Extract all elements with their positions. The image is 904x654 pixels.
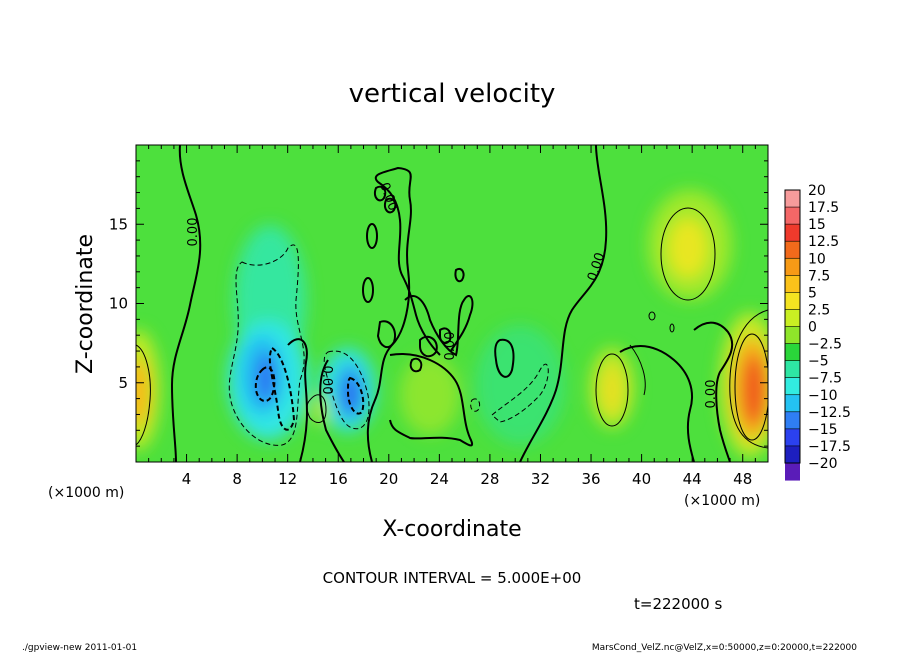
colorbar-swatch xyxy=(785,224,800,242)
contour-5-right xyxy=(595,353,629,427)
x-unit-label-left: (×1000 m) xyxy=(48,485,124,501)
colorbar-tick-label: 17.5 xyxy=(808,200,839,216)
colorbar-swatch xyxy=(785,207,800,225)
colorbar-swatch xyxy=(785,394,800,413)
colorbar-tick-label: −15 xyxy=(808,422,838,438)
x-tick-label: 32 xyxy=(531,470,550,488)
contour-label: 0.00 xyxy=(443,332,458,361)
contour-5-small xyxy=(648,311,656,321)
colorbar-swatch xyxy=(785,326,800,345)
x-tick-label: 36 xyxy=(581,470,600,488)
colorbar-swatch xyxy=(785,292,800,310)
plot-area: 0.00 0.00 0.00 0.00 0.00 0.00 xyxy=(136,145,768,462)
zero-contour-cells xyxy=(376,268,515,378)
zero-contour-small-b xyxy=(362,277,374,303)
contour-lines-negative xyxy=(228,244,549,446)
x-tick-label: 16 xyxy=(329,470,348,488)
colorbar-swatch xyxy=(785,309,800,327)
contour-neg10-mid xyxy=(346,376,365,415)
colorbar-tick-label: −7.5 xyxy=(808,371,842,387)
colorbar-swatch xyxy=(785,343,800,362)
contour-10-right xyxy=(734,333,768,441)
chart-title: vertical velocity xyxy=(349,79,556,109)
contour-neg5-small xyxy=(470,398,481,412)
colorbar-tick-label: 10 xyxy=(808,251,826,267)
x-tick-label: 44 xyxy=(683,470,702,488)
x-tick-label: 40 xyxy=(632,470,651,488)
x-tick-label: 24 xyxy=(430,470,449,488)
y-tick-label: 10 xyxy=(109,295,128,313)
contour-5-small-2 xyxy=(669,323,675,333)
colorbar-tick-label: −20 xyxy=(808,456,838,472)
colorbar-swatch xyxy=(785,360,800,379)
colorbar-tick-label: −5 xyxy=(808,354,829,370)
x-tick-label: 12 xyxy=(278,470,297,488)
colorbar-swatch xyxy=(785,445,800,464)
colorbar-tick-label: 7.5 xyxy=(808,268,830,284)
contour-label: 0.00 xyxy=(704,380,719,409)
colorbar-tick-label: 12.5 xyxy=(808,234,839,250)
contour-neg5-right xyxy=(491,363,549,423)
x-tick-label: 8 xyxy=(232,470,242,488)
colorbar-tick-label: −12.5 xyxy=(808,405,851,421)
contour-neg10-left-a xyxy=(254,366,276,402)
footer-left: ./gpview-new 2011-01-01 xyxy=(22,643,137,653)
contour-label: 0.00 xyxy=(186,218,201,247)
colorbar-swatch xyxy=(785,258,800,276)
contour-interval-text: CONTOUR INTERVAL = 5.000E+00 xyxy=(323,569,582,587)
time-label: t=222000 s xyxy=(634,595,722,613)
contour-5-upper-right xyxy=(660,207,716,301)
colorbar-swatch xyxy=(785,463,800,481)
colorbar-tick-label: 0 xyxy=(808,320,817,336)
colorbar-swatch xyxy=(785,190,800,208)
zero-contour-mid-blob xyxy=(404,295,474,357)
contour-5-x40 xyxy=(629,344,646,396)
zero-contour-left xyxy=(170,145,202,462)
colorbar-tick-label: 20 xyxy=(808,183,826,199)
footer-right: MarsCond_VelZ.nc@VelZ,x=0:50000,z=0:2000… xyxy=(592,643,857,653)
x-tick-label: 48 xyxy=(733,470,752,488)
colorbar-swatch xyxy=(785,377,800,396)
zero-contour-x40 xyxy=(619,345,695,462)
contour-neg5-left xyxy=(228,244,305,446)
contour-lines-neg10 xyxy=(254,346,365,431)
y-axis-ticks: 5 10 15 xyxy=(109,160,768,447)
colorbar-swatch xyxy=(785,428,800,447)
colorbar-tick-label: −17.5 xyxy=(808,439,851,455)
zero-contour-x44 xyxy=(693,321,734,462)
colorbar-tick-label: 2.5 xyxy=(808,302,830,318)
colorbar-swatch xyxy=(785,275,800,293)
y-axis-label: Z-coordinate xyxy=(73,234,98,374)
colorbar-swatch xyxy=(785,411,800,430)
colorbar-tick-label: −10 xyxy=(808,388,838,404)
zero-contour-right xyxy=(519,145,608,462)
x-tick-label: 28 xyxy=(480,470,499,488)
contour-neg5-mid xyxy=(323,350,370,430)
zero-contour-lines xyxy=(170,145,734,462)
zero-contour-mid-lower xyxy=(389,353,474,447)
y-tick-label: 5 xyxy=(118,374,128,392)
contour-neg10-left-b xyxy=(268,346,296,431)
contour-label: 0.00 xyxy=(319,366,334,395)
colorbar-tick-label: −2.5 xyxy=(808,337,842,353)
colorbar-tick-label: 5 xyxy=(808,285,817,301)
zero-contour-mid xyxy=(287,166,441,462)
x-axis-label: X-coordinate xyxy=(382,517,521,542)
y-tick-label: 15 xyxy=(109,215,128,233)
colorbar-swatch xyxy=(785,241,800,259)
x-tick-label: 4 xyxy=(182,470,192,488)
x-axis-ticks: 4 8 12 16 20 24 28 32 36 40 44 48 xyxy=(148,145,756,488)
x-unit-label-right: (×1000 m) xyxy=(684,493,760,509)
x-tick-label: 20 xyxy=(379,470,398,488)
zero-contour-small-c xyxy=(374,185,397,214)
zero-contour-small-a xyxy=(366,223,378,249)
contour-5-left xyxy=(136,344,151,446)
colorbar-tick-label: 15 xyxy=(808,217,826,233)
contour-5-right-edge xyxy=(729,309,768,449)
